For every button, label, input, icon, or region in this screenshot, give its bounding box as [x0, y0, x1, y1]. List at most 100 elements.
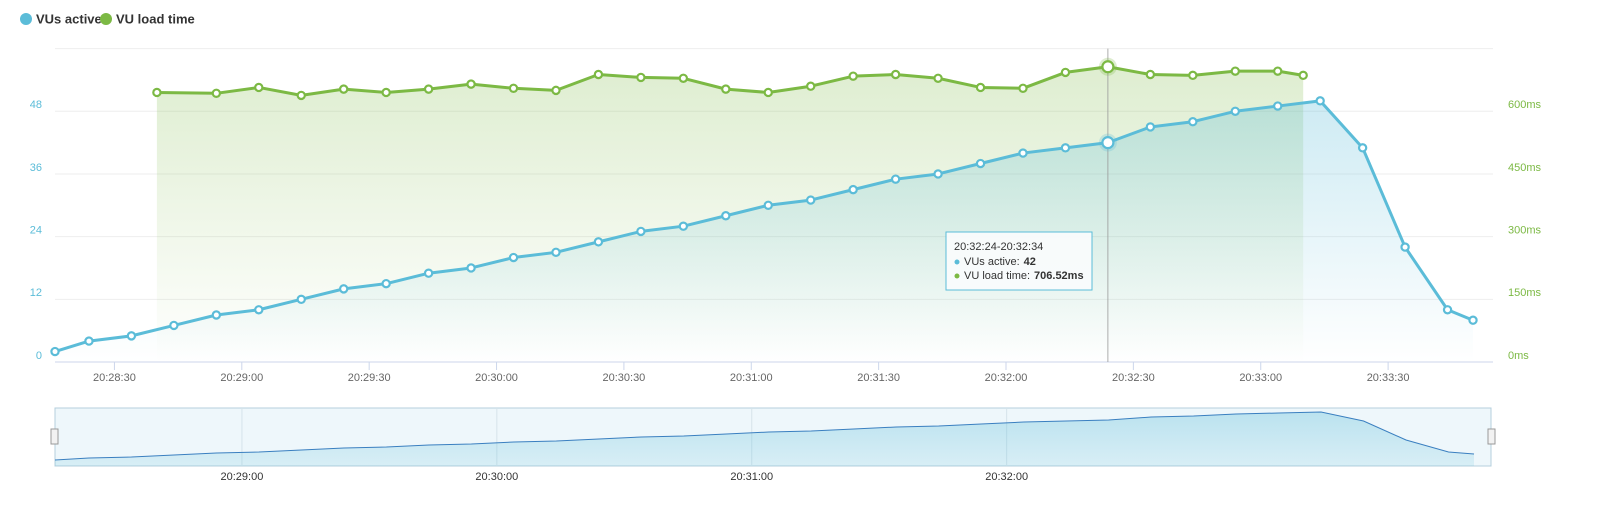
navigator-handle[interactable]: [1487, 428, 1496, 445]
navigator-area: [55, 412, 1475, 466]
point[interactable]: [933, 73, 943, 83]
point[interactable]: [806, 195, 816, 205]
legend-label[interactable]: VU load time: [116, 11, 195, 26]
navigator-tick-label: 20:29:00: [221, 471, 264, 483]
point[interactable]: [1442, 305, 1453, 315]
area: [55, 100, 1474, 362]
navigator-handle[interactable]: [50, 428, 59, 445]
point[interactable]: [1315, 96, 1325, 106]
point[interactable]: [848, 71, 858, 81]
point[interactable]: [84, 336, 94, 346]
point[interactable]: [381, 278, 391, 289]
point[interactable]: [508, 252, 519, 263]
x-tick-label: 20:30:30: [602, 372, 645, 384]
point[interactable]: [636, 226, 646, 237]
point[interactable]: [1273, 101, 1283, 111]
tooltip-swatch: [954, 273, 960, 279]
point[interactable]: [848, 184, 858, 195]
point[interactable]: [1060, 143, 1071, 153]
legend-swatch[interactable]: [100, 13, 112, 25]
point[interactable]: [254, 82, 264, 93]
point[interactable]: [806, 81, 816, 91]
y-tick-label: 12: [30, 287, 42, 299]
point[interactable]: [1230, 106, 1240, 116]
legend: VUs active VU load time: [20, 11, 195, 26]
point[interactable]: [1101, 136, 1115, 150]
point[interactable]: [296, 294, 306, 305]
point[interactable]: [1145, 69, 1156, 80]
point[interactable]: [50, 346, 60, 357]
point[interactable]: [1188, 70, 1198, 81]
tooltip-box: [945, 231, 1093, 291]
point[interactable]: [890, 174, 901, 184]
point[interactable]: [211, 88, 222, 99]
navigator-tick-label: 20:31:00: [730, 471, 773, 483]
point[interactable]: [296, 90, 306, 101]
point[interactable]: [466, 263, 476, 273]
tooltip-value: 706.52ms: [1034, 270, 1084, 282]
point[interactable]: [254, 305, 264, 315]
point[interactable]: [423, 268, 434, 278]
point[interactable]: [1357, 143, 1368, 153]
y-tick-label: 48: [30, 99, 42, 111]
tooltip-label: VU load time:: [964, 270, 1030, 282]
point[interactable]: [1400, 242, 1410, 252]
y2-tick-label: 0ms: [1508, 350, 1529, 362]
point[interactable]: [1145, 122, 1156, 132]
navigator-tick-label: 20:30:00: [475, 471, 518, 483]
tooltip-title: 20:32:24-20:32:34: [954, 241, 1043, 253]
x-tick-label: 20:32:00: [985, 372, 1028, 384]
point[interactable]: [975, 158, 986, 169]
point[interactable]: [423, 84, 434, 94]
point[interactable]: [508, 83, 519, 93]
x-tick-label: 20:28:30: [93, 372, 136, 384]
navigator-line: [54, 411, 1475, 461]
point[interactable]: [721, 84, 731, 94]
y2-tick-label: 450ms: [1508, 162, 1542, 174]
point[interactable]: [1468, 315, 1478, 325]
point[interactable]: [933, 169, 943, 179]
x-tick-label: 20:31:30: [857, 372, 900, 384]
point[interactable]: [1188, 117, 1198, 127]
point[interactable]: [1060, 67, 1071, 78]
y-tick-label: 36: [30, 162, 42, 174]
point[interactable]: [338, 284, 349, 294]
point[interactable]: [763, 87, 773, 98]
point[interactable]: [152, 87, 162, 98]
point[interactable]: [1101, 60, 1115, 74]
point[interactable]: [551, 247, 561, 258]
point[interactable]: [678, 221, 689, 231]
point[interactable]: [169, 320, 179, 331]
point[interactable]: [338, 84, 349, 94]
x-tick-label: 20:29:30: [348, 372, 391, 384]
point[interactable]: [1230, 66, 1240, 76]
point[interactable]: [890, 69, 901, 80]
y-tick-label: 0: [36, 350, 42, 362]
point[interactable]: [1273, 66, 1283, 76]
x-tick-label: 20:32:30: [1112, 372, 1155, 384]
y-tick-label: 24: [30, 225, 42, 237]
point[interactable]: [721, 211, 731, 221]
point[interactable]: [381, 87, 391, 98]
point[interactable]: [593, 237, 604, 247]
point[interactable]: [466, 79, 476, 89]
x-tick-label: 20:33:30: [1367, 372, 1410, 384]
point[interactable]: [678, 73, 689, 83]
point[interactable]: [593, 69, 604, 80]
point[interactable]: [211, 310, 222, 320]
point[interactable]: [1018, 148, 1028, 158]
legend-swatch[interactable]: [20, 13, 32, 25]
tooltip: 20:32:24-20:32:34 VUs active: 42 VU load ti…: [945, 231, 1093, 291]
point[interactable]: [636, 72, 646, 83]
point[interactable]: [1018, 83, 1028, 93]
legend-label[interactable]: VUs active: [36, 11, 102, 26]
x-tick-label: 20:29:00: [220, 372, 263, 384]
tooltip-label: VUs active:: [964, 256, 1020, 268]
point[interactable]: [1298, 70, 1308, 81]
point[interactable]: [975, 82, 986, 93]
point[interactable]: [126, 331, 137, 341]
y2-tick-label: 600ms: [1508, 99, 1542, 111]
point[interactable]: [763, 200, 773, 210]
point[interactable]: [551, 85, 561, 96]
